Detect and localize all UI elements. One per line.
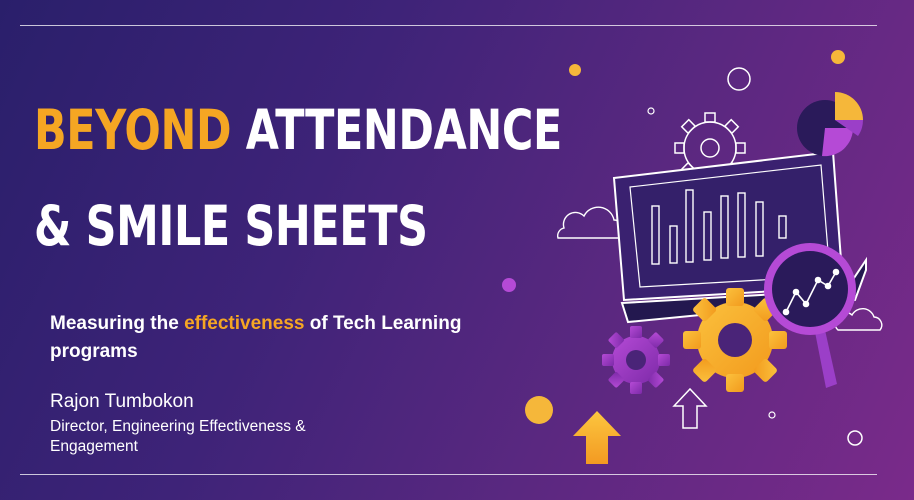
dot-decor bbox=[831, 50, 845, 64]
subtitle-pre: Measuring the bbox=[50, 313, 185, 334]
title-rest: ATTENDANCE bbox=[231, 98, 563, 162]
pie-chart-icon bbox=[797, 92, 863, 157]
arrow-up-icon bbox=[573, 411, 621, 464]
cloud-icon bbox=[557, 206, 625, 239]
line-chart-icon bbox=[782, 268, 840, 316]
dot-decor bbox=[525, 396, 553, 424]
dot-decor bbox=[569, 64, 581, 76]
gear-icon bbox=[602, 326, 670, 394]
title-line-2: & SMILE SHEETS bbox=[34, 194, 428, 258]
magnifier-icon bbox=[764, 243, 856, 388]
author-name: Rajon Tumbokon bbox=[50, 391, 194, 412]
top-divider bbox=[20, 25, 877, 26]
ring-decor bbox=[647, 107, 655, 115]
slide-subtitle: Measuring the effectiveness of Tech Lear… bbox=[50, 310, 470, 366]
ring-decor bbox=[768, 411, 776, 419]
author-role: Director, Engineering Effectiveness & En… bbox=[50, 418, 306, 455]
ring-decor bbox=[847, 430, 863, 446]
bottom-divider bbox=[20, 474, 877, 475]
arrow-up-icon bbox=[672, 387, 708, 429]
bar-chart-icon bbox=[651, 189, 787, 265]
dot-decor bbox=[502, 278, 516, 292]
subtitle-accent: effectiveness bbox=[184, 313, 305, 334]
gear-icon bbox=[683, 288, 787, 392]
ring-decor bbox=[727, 67, 751, 91]
slide-title: BEYOND ATTENDANCE & SMILE SHEETS bbox=[34, 82, 562, 274]
title-accent: BEYOND bbox=[34, 98, 232, 162]
subtitle-post: of Tech Learning programs bbox=[50, 313, 462, 362]
